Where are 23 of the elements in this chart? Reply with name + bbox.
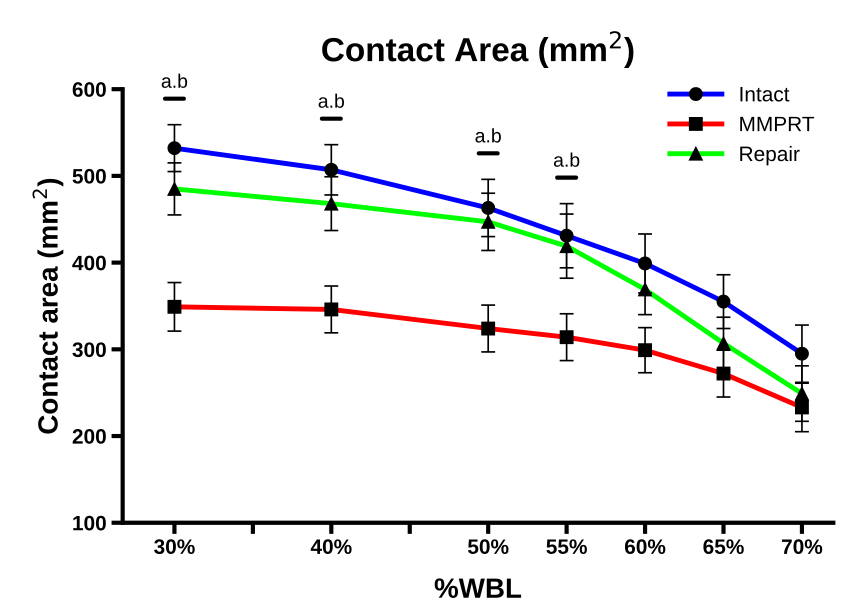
- chart-title: Contact Area (mm$^{2}$): [322, 31, 634, 68]
- text: a.b: [162, 74, 188, 88]
- legend-label: Repair: [740, 146, 800, 166]
- y-tick-label: 400: [72, 256, 106, 270]
- x-tick-label: 30%: [154, 539, 195, 554]
- legend-label: MMPRT: [740, 116, 814, 132]
- x-tick-label: 70%: [782, 539, 822, 554]
- annotation: a.b: [554, 152, 580, 167]
- x-axis-title: %WBL: [434, 578, 522, 598]
- annotation: a.b: [476, 128, 501, 143]
- y-axis-title: Contact area (mm$^{2}$): [32, 178, 64, 434]
- x-tick-label: 60%: [624, 539, 666, 554]
- x-tick-label: 55%: [546, 539, 587, 554]
- y-tick-label: 500: [72, 168, 106, 184]
- y-tick-label: 300: [72, 342, 106, 358]
- x-tick-label: 40%: [310, 539, 352, 554]
- legend-label: Intact: [740, 87, 790, 102]
- x-tick-label: 65%: [703, 539, 744, 554]
- y-tick-label: 100: [73, 516, 106, 531]
- y-tick-label: 600: [72, 82, 106, 97]
- annotation: a.b: [318, 94, 344, 108]
- x-tick-label: 50%: [468, 539, 508, 554]
- y-tick-label: 200: [72, 429, 106, 444]
